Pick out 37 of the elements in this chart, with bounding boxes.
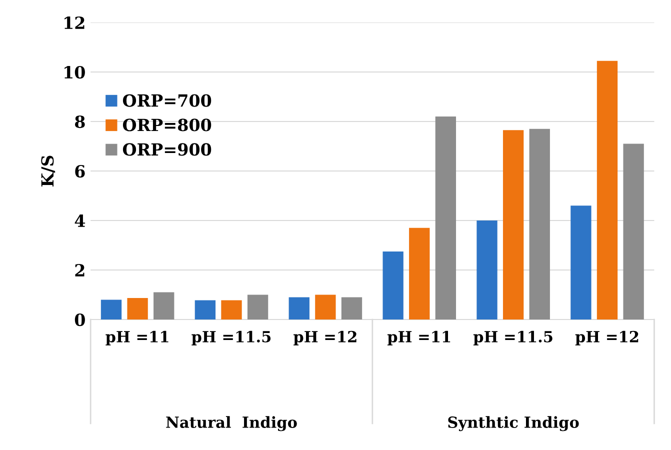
legend-label: ORP=700	[122, 94, 212, 107]
bar	[502, 130, 524, 320]
bar	[315, 294, 336, 320]
text: Synthtic Indigo	[448, 416, 579, 432]
y-axis-title: K/S	[41, 156, 56, 187]
bar	[570, 206, 592, 320]
bar	[154, 292, 174, 320]
text: Natural Indigo	[166, 416, 297, 432]
bar	[341, 297, 362, 320]
y-tick-label: 4	[74, 214, 86, 227]
x-tick-label: pH =12	[294, 330, 356, 346]
bar	[127, 298, 148, 320]
bar	[623, 144, 644, 320]
bar	[529, 128, 550, 320]
bar	[382, 251, 404, 320]
legend-label: ORP=900	[122, 143, 212, 156]
bar	[100, 300, 122, 320]
x-tick-label: pH =11.5	[473, 330, 552, 346]
y-tick-label: 12	[64, 16, 84, 29]
bar	[596, 60, 618, 320]
y-tick-label: 8	[74, 115, 85, 128]
bar	[435, 116, 456, 320]
y-tick-label: 10	[64, 66, 85, 79]
x-tick-label: pH =11	[387, 330, 450, 346]
x-tick-label: pH =12	[575, 330, 638, 346]
x-tick-label: pH =11.5	[192, 330, 271, 346]
bar	[247, 294, 268, 320]
bar	[288, 297, 310, 320]
bar	[221, 300, 242, 320]
bar	[194, 300, 216, 320]
bar	[409, 228, 430, 320]
y-tick-label: 0	[74, 313, 85, 326]
bar	[476, 220, 498, 320]
legend-label: ORP=800	[122, 118, 212, 132]
x-tick-label: pH =11	[106, 330, 168, 346]
y-tick-label: 6	[75, 164, 85, 178]
y-tick-label: 2	[75, 264, 84, 276]
